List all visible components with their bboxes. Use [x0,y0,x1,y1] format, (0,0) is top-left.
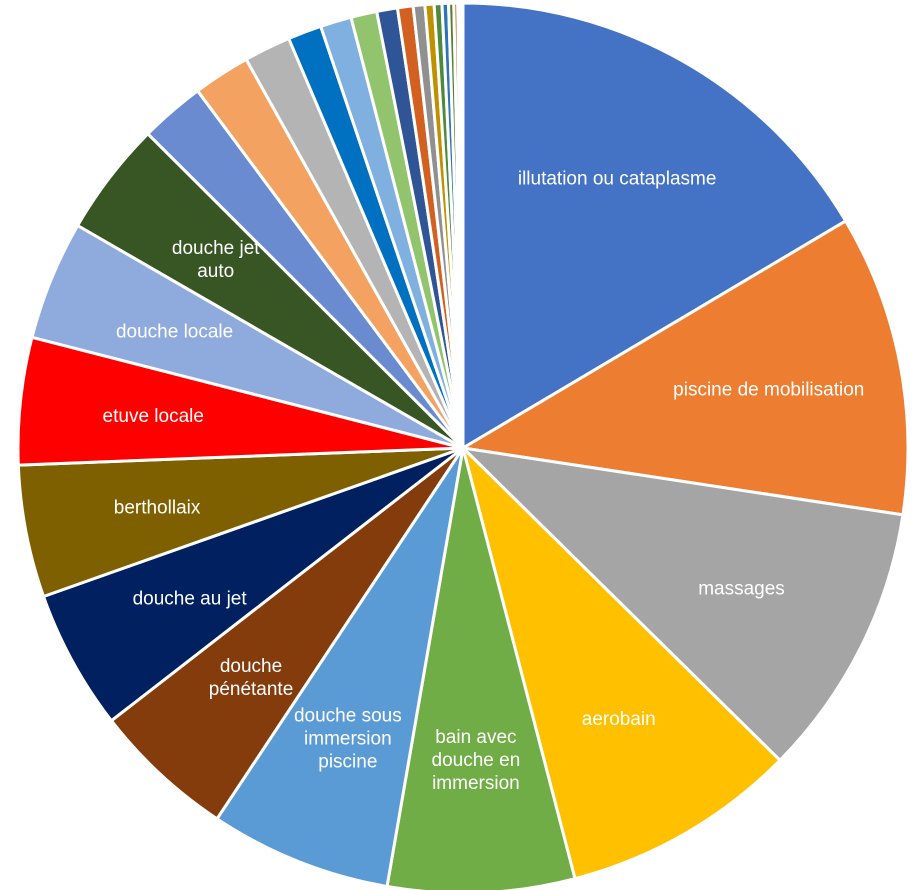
pie-slice-aerobain [461,446,782,881]
pie-slice-bain-avec-douche-en-immersion [385,446,577,890]
pie-slice-douche-sous-immersion-piscine [215,446,465,888]
slice-label-massages: massages [698,579,785,600]
pie-slice-illutation-ou-cataplasme [461,1,848,450]
slice-label-berthollaix: berthollaix [114,498,201,519]
slice-label-douche-jet-auto: douche jet auto [172,238,260,282]
pie-slice-piscine-de-mobilisation [461,219,910,517]
slice-label-piscine-de-mobilisation: piscine de mobilisation [673,379,864,400]
pie-slice-douche-au-jet [42,446,465,723]
slice-labels: illutation ou cataplasme piscine de mobil… [103,168,865,794]
slice-label-illutation-ou-cataplasme: illutation ou cataplasme [518,168,717,189]
slice-label-bain-avec-douche-en-immersion: bain avec douche en immersion [432,727,521,794]
slice-label-douche-au-jet: douche au jet [133,588,248,609]
pie-slices [16,1,910,890]
slice-label-douche-sous-immersion-piscine: douche sous immersion piscine [294,705,402,772]
slice-label-etuve-locale: etuve locale [103,406,204,427]
pie-slice-28 [458,1,465,450]
slice-label-douche-penetante: douche pénétante [209,656,294,700]
pie-slice-massages [461,446,905,762]
pie-slice-douche-penetante [109,446,465,821]
slice-label-douche-locale: douche locale [116,321,233,342]
slice-label-aerobain: aerobain [582,709,656,730]
